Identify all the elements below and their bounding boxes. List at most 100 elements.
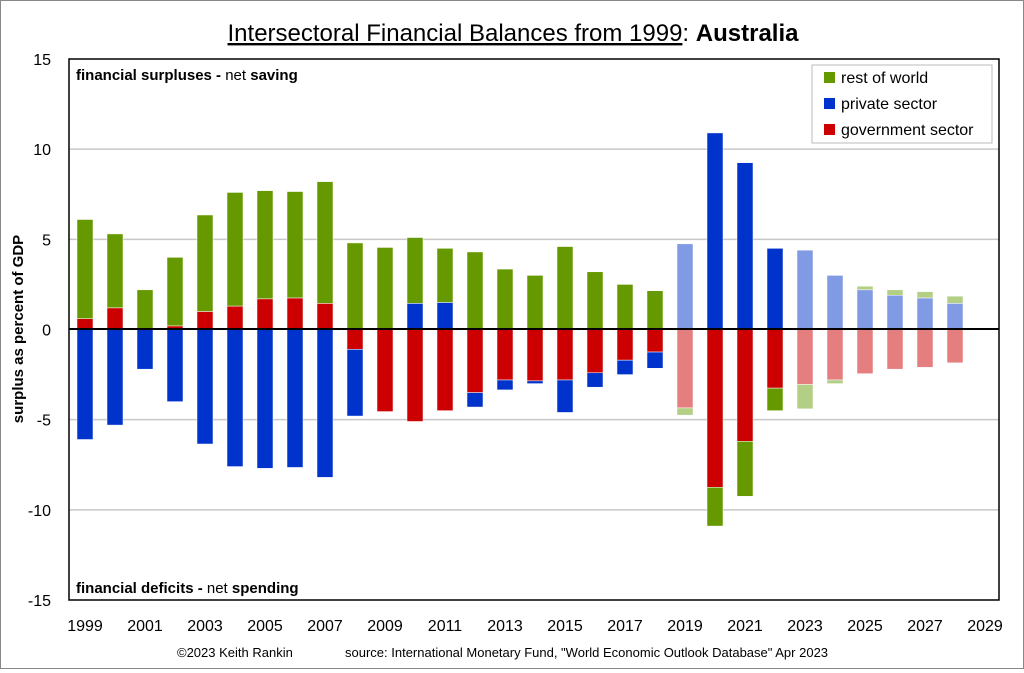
bar-rest-of-world-2018 [646,290,664,330]
x-tick-label: 2025 [847,618,883,635]
bar-government-sector-2012 [466,329,484,393]
y-tick-labels: 15 10 5 0 -5 -10 -15 [28,52,51,610]
y-axis-label: surplus as percent of GDP [10,235,27,423]
y-tick-label: -5 [37,413,51,430]
bar-government-sector-2021 [736,329,754,442]
bar-government-sector-2009 [376,329,394,412]
x-tick-label: 2009 [367,618,403,635]
bar-rest-of-world-2011 [436,248,454,303]
bar-private-sector-2003 [196,329,214,445]
bar-rest-of-world-2002 [166,257,184,327]
y-tick-label: 10 [33,142,51,159]
bar-rest-of-world-2009 [376,247,394,330]
bar-private-sector-2026 [886,294,904,330]
legend-swatch [824,98,835,109]
bar-private-sector-2013 [496,379,514,391]
bar-rest-of-world-2014 [526,275,544,330]
bar-private-sector-2000 [106,329,124,426]
bar-government-sector-2019 [676,329,694,409]
bar-government-sector-2010 [406,329,424,422]
bar-private-sector-2020 [706,132,724,330]
bar-government-sector-2023 [796,329,814,385]
bar-private-sector-2027 [916,297,934,330]
plot-border [68,58,1000,601]
bar-government-sector-2005 [256,298,274,330]
x-tick-labels: 1999 2001 2003 2005 2007 2009 2011 2013 2015 2017… [67,618,1003,635]
bars [76,132,964,527]
bar-rest-of-world-2005 [256,190,274,300]
legend-label: rest of world [841,70,928,87]
bar-private-sector-2022 [766,248,784,330]
bar-government-sector-2006 [286,297,304,330]
bar-government-sector-2027 [916,329,934,368]
x-tick-label: 2011 [428,618,463,635]
bar-government-sector-2011 [436,329,454,411]
bar-private-sector-2004 [226,329,244,467]
bar-private-sector-2016 [586,372,604,388]
bar-rest-of-world-2015 [556,246,574,330]
annotation-surpluses: financial surpluses - net saving [76,67,298,84]
y-tick-label: -10 [28,503,51,520]
bar-private-sector-2006 [286,329,304,468]
bar-rest-of-world-2007 [316,181,334,304]
bar-private-sector-2005 [256,329,274,469]
bar-private-sector-2015 [556,379,574,413]
bar-government-sector-2020 [706,329,724,488]
legend-swatch [824,124,835,135]
chart-title-main: Intersectoral Financial Balances from 19… [228,20,683,47]
footer-source: source: International Monetary Fund, "Wo… [345,645,828,660]
bar-rest-of-world-2013 [496,268,514,330]
bar-rest-of-world-2027 [916,291,934,299]
bar-rest-of-world-2026 [886,289,904,296]
bar-government-sector-2016 [586,329,604,374]
bar-government-sector-2024 [826,329,844,381]
bar-private-sector-2014 [526,380,544,384]
bar-private-sector-2007 [316,329,334,478]
bar-government-sector-2007 [316,303,334,330]
gridlines [69,148,999,511]
bar-government-sector-2000 [106,307,124,330]
bar-government-sector-2013 [496,329,514,381]
x-tick-label: 2013 [487,618,523,635]
bar-private-sector-2018 [646,351,664,369]
bar-rest-of-world-2021 [736,441,754,497]
bar-government-sector-1999 [76,318,94,330]
bar-private-sector-2019 [676,243,694,330]
footer-credit: ©2023 Keith Rankin [177,645,293,660]
x-tick-label: 2027 [907,618,943,635]
bar-government-sector-2003 [196,311,214,330]
bar-private-sector-2001 [136,329,154,370]
x-tick-label: 2029 [967,618,1003,635]
legend-swatch [824,72,835,83]
bar-rest-of-world-2012 [466,251,484,330]
x-tick-label: 2005 [247,618,283,635]
legend-box [811,64,993,144]
x-tick-label: 2001 [127,618,163,635]
bar-government-sector-2018 [646,329,664,353]
bar-private-sector-2008 [346,349,364,417]
bar-government-sector-2004 [226,305,244,330]
bar-rest-of-world-2000 [106,233,124,309]
legend: rest of world private sector government se… [811,64,993,144]
legend-label: private sector [841,96,938,113]
bar-government-sector-2008 [346,329,364,350]
chart-title-country: Australia [696,20,799,47]
bar-government-sector-2014 [526,329,544,382]
bar-rest-of-world-2025 [856,285,874,291]
bar-rest-of-world-2016 [586,271,604,330]
bar-private-sector-2012 [466,392,484,408]
bar-private-sector-2028 [946,303,964,330]
bar-rest-of-world-2006 [286,191,304,299]
bar-private-sector-2002 [166,329,184,402]
bar-rest-of-world-2022 [766,387,784,411]
y-tick-label: 0 [42,323,51,340]
legend-label: government sector [841,122,974,139]
bar-rest-of-world-2019 [676,407,694,416]
bar-private-sector-2011 [436,302,454,330]
bar-rest-of-world-2024 [826,379,844,384]
bar-rest-of-world-2023 [796,384,814,410]
bar-rest-of-world-2001 [136,289,154,330]
bar-rest-of-world-2028 [946,295,964,304]
